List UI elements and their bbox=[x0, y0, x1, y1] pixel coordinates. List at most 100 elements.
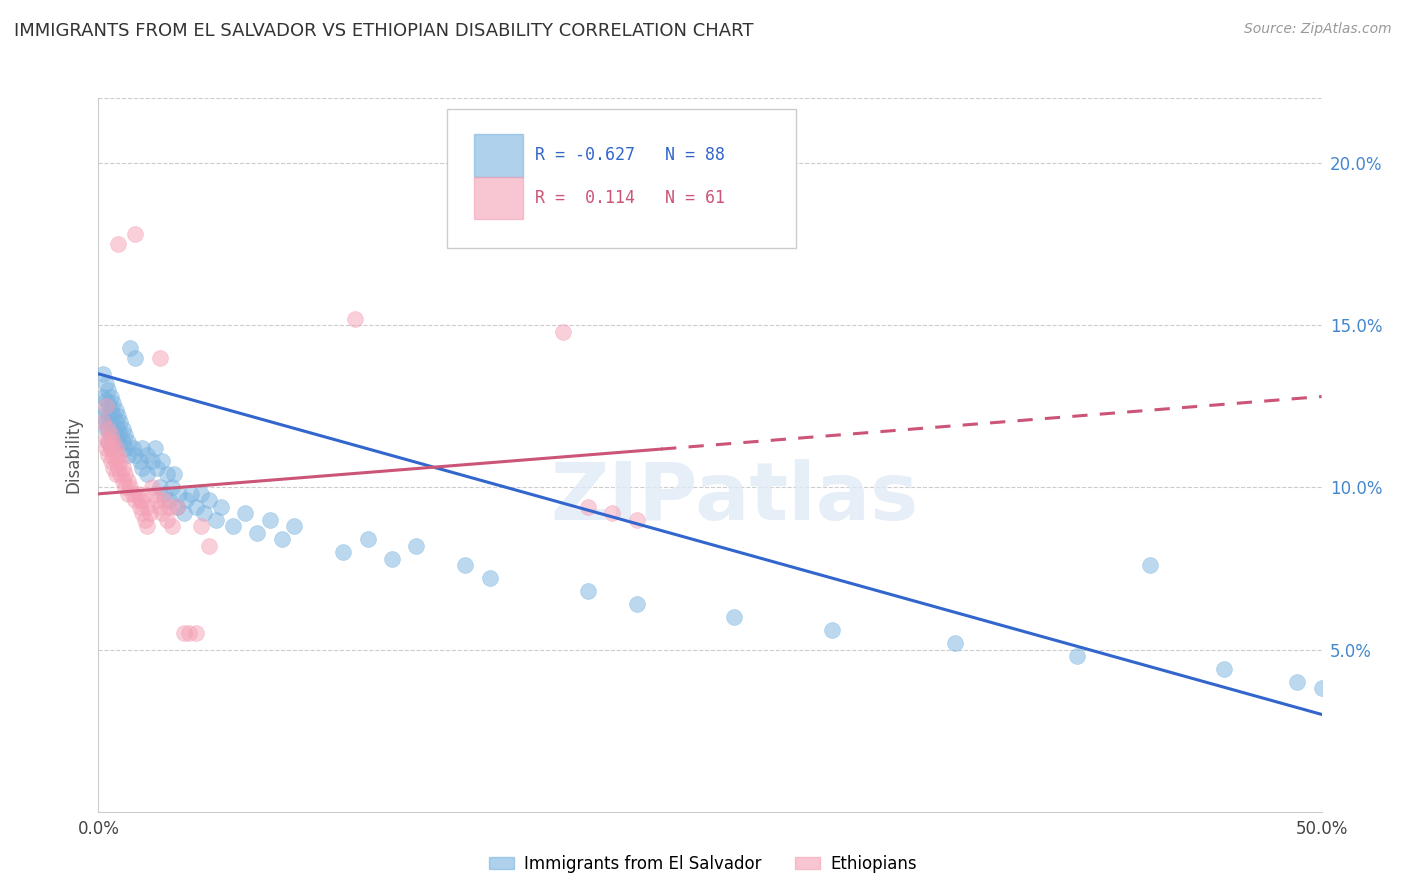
Point bbox=[1066, 648, 1088, 663]
Point bbox=[94, 376, 117, 391]
Point bbox=[381, 551, 404, 566]
Point bbox=[131, 506, 153, 520]
Point bbox=[173, 506, 195, 520]
Point bbox=[576, 500, 599, 514]
Point bbox=[100, 428, 122, 442]
Text: ZIPatlas: ZIPatlas bbox=[550, 458, 918, 537]
Point bbox=[344, 311, 367, 326]
Point bbox=[454, 558, 477, 573]
Point bbox=[723, 610, 745, 624]
Point bbox=[141, 480, 163, 494]
Point bbox=[97, 422, 120, 436]
Point bbox=[117, 448, 139, 462]
Point bbox=[121, 442, 143, 456]
Point bbox=[222, 519, 245, 533]
Point bbox=[150, 506, 173, 520]
Point bbox=[149, 480, 172, 494]
Point bbox=[146, 493, 169, 508]
Point bbox=[139, 506, 162, 520]
Point bbox=[97, 383, 120, 397]
Point bbox=[259, 513, 281, 527]
Point bbox=[136, 519, 159, 533]
Point bbox=[104, 442, 127, 456]
Point bbox=[943, 636, 966, 650]
Point bbox=[1212, 662, 1234, 676]
Point bbox=[124, 227, 146, 242]
Point bbox=[332, 545, 354, 559]
Point bbox=[356, 533, 378, 547]
Point bbox=[193, 506, 215, 520]
Point bbox=[166, 500, 188, 514]
Point bbox=[576, 584, 599, 599]
Point bbox=[91, 416, 114, 430]
Point bbox=[405, 539, 427, 553]
Point bbox=[101, 396, 124, 410]
Point bbox=[131, 461, 153, 475]
Point bbox=[94, 402, 117, 417]
Point bbox=[626, 513, 648, 527]
Point bbox=[97, 448, 120, 462]
Point bbox=[173, 626, 195, 640]
Point bbox=[101, 448, 124, 462]
Point bbox=[111, 422, 134, 436]
Point bbox=[1139, 558, 1161, 573]
Point bbox=[91, 367, 114, 381]
Point bbox=[186, 626, 208, 640]
Point bbox=[283, 519, 305, 533]
Point bbox=[100, 442, 122, 456]
Point bbox=[100, 442, 122, 456]
Point bbox=[104, 467, 127, 482]
Point bbox=[120, 341, 142, 355]
Point bbox=[166, 500, 188, 514]
Point bbox=[97, 422, 120, 436]
Point bbox=[246, 525, 269, 540]
Point bbox=[205, 513, 228, 527]
Point bbox=[100, 390, 122, 404]
Point bbox=[107, 434, 129, 449]
Point bbox=[156, 513, 179, 527]
Point bbox=[190, 487, 212, 501]
Point bbox=[111, 474, 134, 488]
Point bbox=[270, 533, 294, 547]
Point bbox=[114, 467, 136, 482]
Point bbox=[143, 442, 166, 456]
Point bbox=[143, 487, 166, 501]
Point bbox=[111, 461, 134, 475]
Point bbox=[163, 467, 186, 482]
Point bbox=[209, 500, 232, 514]
Point bbox=[124, 493, 146, 508]
Point bbox=[141, 454, 163, 468]
Point bbox=[101, 422, 124, 436]
Point bbox=[110, 467, 132, 482]
Point bbox=[160, 480, 183, 494]
Point bbox=[626, 597, 648, 611]
Point bbox=[136, 448, 159, 462]
Point bbox=[104, 454, 127, 468]
Point bbox=[97, 396, 120, 410]
FancyBboxPatch shape bbox=[447, 109, 796, 248]
Point bbox=[100, 402, 122, 417]
Point bbox=[186, 500, 208, 514]
Point bbox=[478, 571, 501, 585]
Point bbox=[153, 487, 176, 501]
Point bbox=[111, 434, 134, 449]
Point bbox=[101, 409, 124, 423]
Point bbox=[110, 428, 132, 442]
Point bbox=[153, 493, 176, 508]
Point bbox=[136, 500, 159, 514]
Point bbox=[197, 539, 219, 553]
Point bbox=[94, 392, 117, 407]
Point bbox=[101, 434, 124, 449]
Point bbox=[107, 461, 129, 475]
Point bbox=[100, 428, 122, 442]
Point bbox=[149, 500, 172, 514]
Point bbox=[131, 493, 153, 508]
Text: R = -0.627   N = 88: R = -0.627 N = 88 bbox=[536, 146, 725, 164]
Point bbox=[127, 487, 149, 501]
Point bbox=[117, 434, 139, 449]
Point bbox=[176, 493, 198, 508]
Bar bbox=[474, 177, 523, 219]
Point bbox=[94, 442, 117, 456]
Point bbox=[157, 493, 180, 508]
Point bbox=[107, 422, 129, 436]
